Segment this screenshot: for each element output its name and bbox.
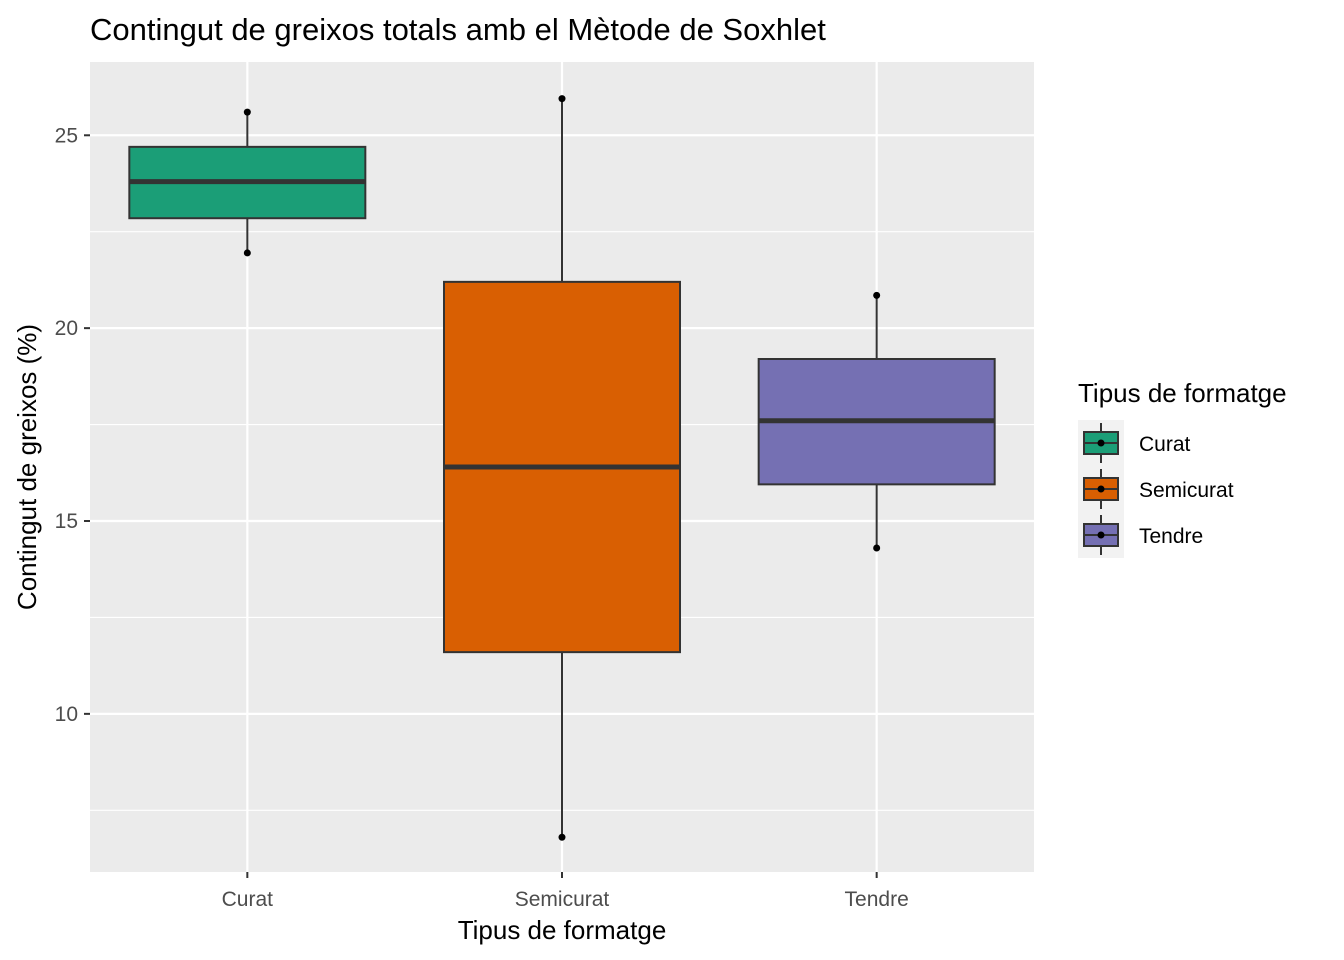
legend: Tipus de formatge Curat Semicurat Tendre [1078,378,1287,558]
x-tick-label: Curat [222,888,274,911]
min-point [558,833,566,841]
max-point [873,291,881,299]
x-axis-title: Tipus de formatge [458,915,667,945]
box-semicurat [443,95,681,841]
legend-label: Semicurat [1139,479,1234,502]
legend-key-point [1097,531,1105,539]
x-tick-label: Semicurat [515,888,610,911]
y-axis-title: Contingut de greixos (%) [12,324,42,610]
y-tick-label: 10 [55,703,78,726]
y-axis: 10 15 20 25 [55,124,90,726]
x-tick-label: Tendre [845,888,909,911]
y-tick-label: 25 [55,124,78,147]
box-curat [128,108,367,257]
min-point [243,249,251,257]
max-point [558,95,566,103]
legend-label: Curat [1139,433,1191,456]
legend-label: Tendre [1139,525,1203,548]
min-point [873,544,881,552]
max-point [243,108,251,116]
legend-key-point [1097,439,1105,447]
legend-key-point [1097,485,1105,493]
box-tendre [757,291,996,552]
y-tick-label: 20 [55,317,78,340]
chart-title: Contingut de greixos totals amb el Mètod… [90,12,826,47]
legend-title: Tipus de formatge [1078,378,1287,408]
boxes [128,95,996,841]
x-axis: Curat Semicurat Tendre [222,872,909,911]
y-tick-label: 15 [55,510,78,533]
